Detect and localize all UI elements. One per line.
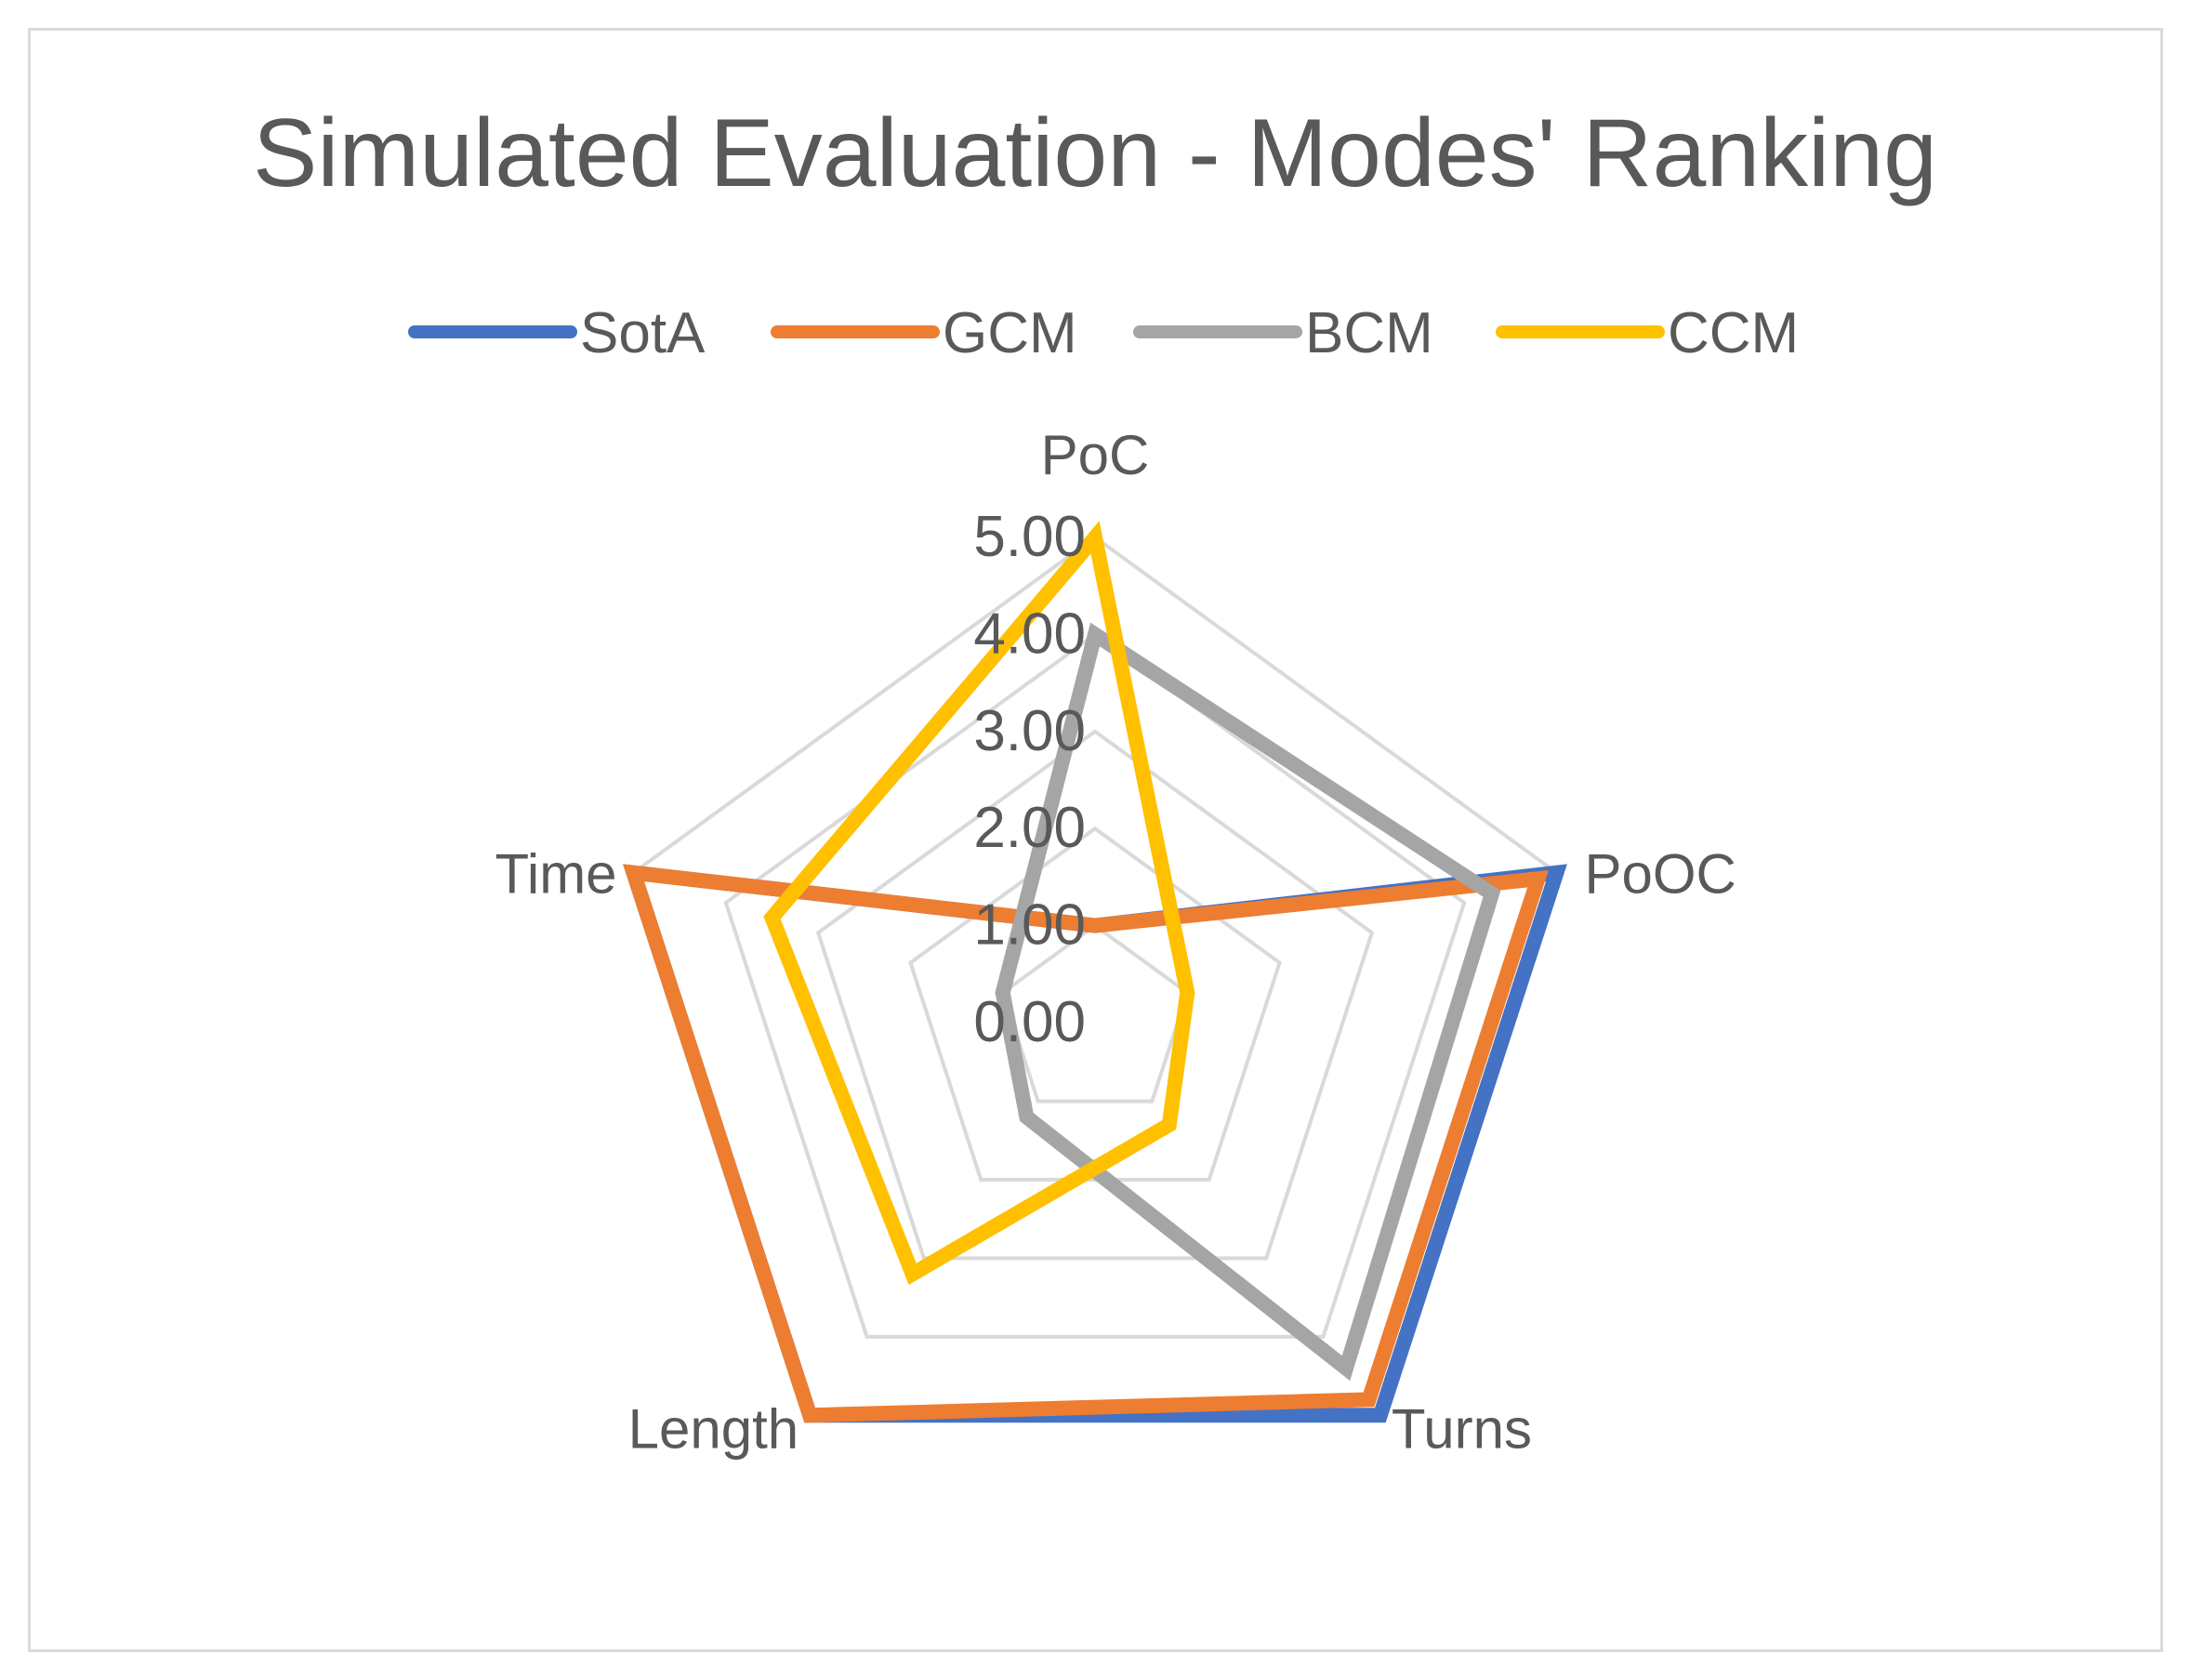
- grid-ring-2: [908, 826, 1282, 1182]
- chart-frame: [28, 28, 2163, 1652]
- series-gcm: [623, 864, 1550, 1423]
- axis-label-poc: PoC: [1041, 424, 1150, 486]
- axis-label-length: Length: [628, 1397, 799, 1460]
- legend: SotA GCM BCM CCM: [408, 301, 1799, 365]
- grid-ring-1: [1000, 923, 1190, 1104]
- grid-ring-4: [723, 631, 1467, 1339]
- tick-label-2: 2.00: [973, 796, 1086, 860]
- legend-label-gcm: GCM: [943, 301, 1077, 365]
- tick-labels: 0.00 1.00 2.00 3.00 4.00 5.00: [973, 505, 1086, 1054]
- legend-label-sota: SotA: [580, 301, 706, 365]
- legend-label-bcm: BCM: [1305, 301, 1433, 365]
- tick-label-1: 1.00: [973, 893, 1086, 958]
- series-group: [623, 521, 1567, 1423]
- axis-label-turns: Turns: [1392, 1397, 1532, 1460]
- axis-labels: PoC PoOC Turns Length Time: [495, 424, 1736, 1460]
- tick-label-5: 5.00: [973, 505, 1086, 569]
- axis-label-pooc: PoOC: [1584, 843, 1736, 906]
- legend-label-ccm: CCM: [1668, 301, 1799, 365]
- axis-label-time: Time: [495, 843, 616, 906]
- series-bcm: [995, 622, 1501, 1382]
- tick-label-3: 3.00: [973, 699, 1086, 763]
- series-ccm: [763, 521, 1195, 1285]
- tick-label-0: 0.00: [973, 990, 1086, 1054]
- tick-label-4: 4.00: [973, 602, 1086, 666]
- chart-title: Simulated Evaluation - Modes' Ranking: [253, 99, 1937, 207]
